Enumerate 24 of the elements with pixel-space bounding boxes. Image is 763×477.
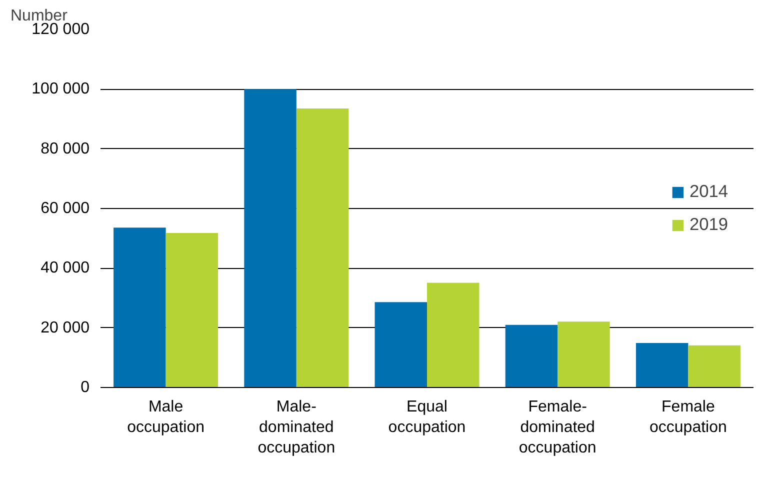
x-tick-label: Equal occupation <box>388 398 466 436</box>
y-tick-label: 0 <box>80 379 90 396</box>
bar <box>636 343 688 388</box>
bar <box>166 232 218 388</box>
bar <box>505 324 558 388</box>
x-tick-label: Male occupation <box>127 398 204 436</box>
bar <box>296 108 349 388</box>
x-tick-label: Female occupation <box>650 398 727 436</box>
y-tick-label: 60 000 <box>40 200 90 217</box>
y-tick-label: 100 000 <box>32 80 90 98</box>
bar <box>244 89 296 388</box>
y-tick-label: 80 000 <box>40 140 90 158</box>
y-tick-label: 40 000 <box>40 260 90 277</box>
y-tick-label: 20 000 <box>40 319 90 336</box>
legend-label: 2019 <box>689 214 728 235</box>
bar <box>374 302 427 388</box>
x-tick-label: Male- dominated occupation <box>258 398 336 456</box>
y-tick-label: 120 000 <box>32 21 90 38</box>
legend-label: 2014 <box>689 181 728 202</box>
bar <box>114 228 166 388</box>
x-tick-label: Female- dominated occupation <box>518 398 596 456</box>
bar <box>427 282 480 388</box>
bar <box>558 322 610 388</box>
bar <box>688 345 740 388</box>
